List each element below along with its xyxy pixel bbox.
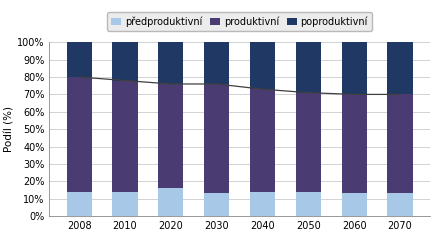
- Bar: [296, 93, 321, 192]
- Bar: [204, 193, 229, 216]
- Bar: [387, 94, 413, 193]
- Bar: [158, 42, 184, 84]
- Bar: [296, 42, 321, 93]
- Bar: [112, 42, 138, 81]
- Bar: [112, 81, 138, 192]
- Legend: předproduktivní, produktivní, poproduktivní: předproduktivní, produktivní, poprodukti…: [108, 12, 372, 31]
- Bar: [250, 89, 275, 192]
- Y-axis label: Podíl (%): Podíl (%): [4, 106, 14, 152]
- Bar: [296, 192, 321, 216]
- Bar: [342, 193, 367, 216]
- Bar: [66, 192, 92, 216]
- Bar: [250, 42, 275, 89]
- Bar: [387, 42, 413, 94]
- Bar: [112, 192, 138, 216]
- Bar: [342, 94, 367, 193]
- Bar: [342, 42, 367, 94]
- Bar: [204, 84, 229, 193]
- Bar: [387, 193, 413, 216]
- Bar: [250, 192, 275, 216]
- Bar: [204, 42, 229, 84]
- Bar: [66, 77, 92, 192]
- Bar: [158, 84, 184, 188]
- Bar: [66, 42, 92, 77]
- Bar: [158, 188, 184, 216]
